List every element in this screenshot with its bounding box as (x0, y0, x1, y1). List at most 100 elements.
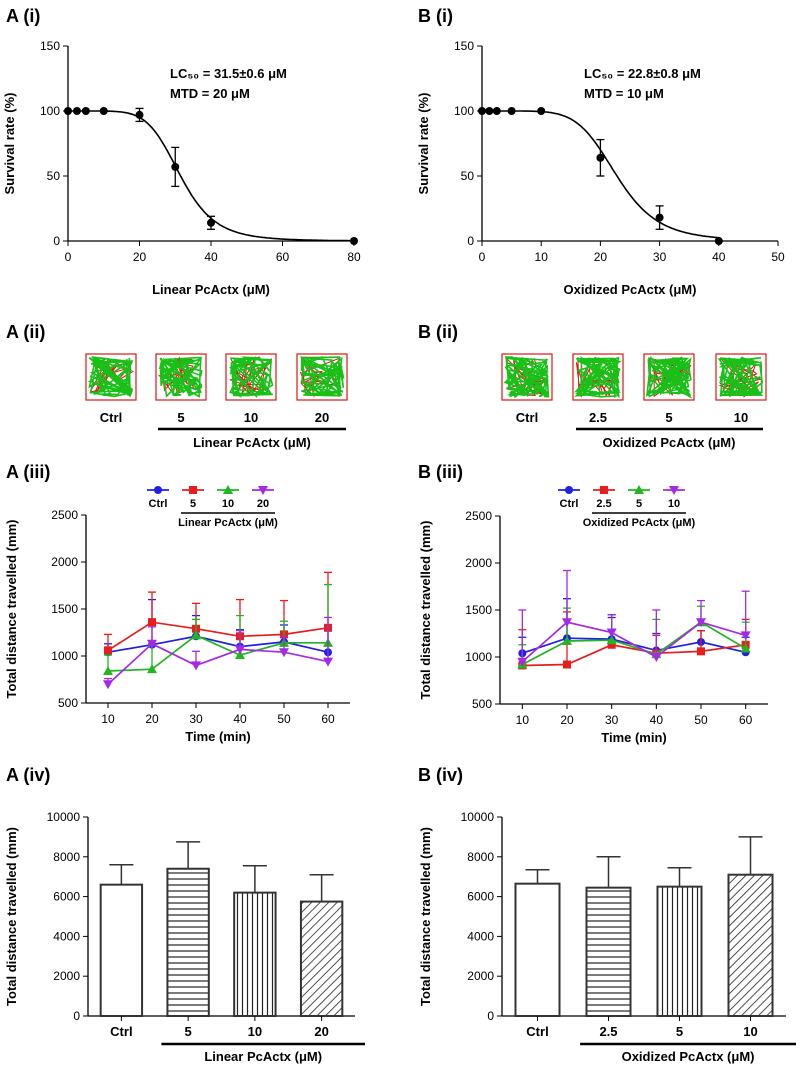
series-line (522, 643, 746, 667)
total-distance-bar-chart-linear: 0 2000 4000 6000 8000 10000 Total distance tra… (4, 810, 365, 1064)
legend-marker (634, 485, 644, 494)
data-point (696, 618, 706, 628)
x-axis-title: Linear PcActx (μM) (152, 282, 270, 297)
legend-group-label: Oxidized PcActx (μM) (583, 517, 696, 529)
panel-label-a-i: A (i) (6, 6, 40, 26)
track-label: 2.5 (589, 410, 607, 425)
legend-marker (223, 485, 233, 494)
bar-5 (656, 885, 703, 1018)
data-point (148, 618, 156, 627)
legend-marker (189, 486, 197, 494)
distance-time-chart-linear: 500 1000 1500 2000 2500 10 20 30 40 50 60 Time (min… (4, 485, 350, 744)
category-label: Ctrl (110, 1024, 132, 1039)
x-tick-label: 40 (650, 713, 664, 727)
data-point (147, 639, 157, 649)
y-tick-label: 0 (467, 234, 474, 248)
y-tick-label: 1000 (465, 650, 492, 664)
data-point (507, 107, 516, 115)
y-tick-label: 0 (53, 234, 60, 248)
panel-label-b-i: B (i) (418, 6, 453, 26)
x-tick-label: 20 (560, 713, 574, 727)
y-axis-title: Total distance travelled (mm) (418, 521, 433, 700)
y-tick-label: 4000 (467, 929, 494, 943)
series-line (107, 621, 329, 652)
x-tick-label: 30 (653, 250, 667, 264)
y-tick-label: 2000 (465, 556, 492, 570)
x-tick-label: 0 (479, 250, 486, 264)
x-tick-label: 80 (347, 250, 361, 264)
x-tick-label: 30 (189, 712, 203, 726)
data-point (606, 635, 617, 645)
x-tick-label: 20 (145, 712, 159, 726)
y-tick-label: 1000 (51, 649, 78, 663)
data-point (607, 640, 616, 649)
data-point (103, 680, 113, 690)
data-point (596, 153, 605, 162)
x-tick-label: 40 (712, 250, 726, 264)
group-label: Oxidized PcActx (μM) (622, 1049, 755, 1064)
x-tick-label: 20 (594, 250, 608, 264)
panel-label-b-ii: B (ii) (418, 322, 458, 342)
legend: Ctrl 5 10 20 Linear PcActx (μM) (147, 485, 278, 529)
y-tick-label: 6000 (467, 890, 494, 904)
data-point (235, 645, 245, 655)
legend-label: 10 (668, 498, 680, 510)
track-label: 5 (665, 410, 672, 425)
legend-marker (600, 486, 608, 494)
mtd-annotation: MTD = 20 μM (170, 86, 250, 101)
y-tick-label: 8000 (53, 850, 80, 864)
data-point (485, 107, 494, 115)
group-label: Linear PcActx (μM) (204, 1049, 322, 1064)
category-label: 10 (248, 1024, 262, 1039)
y-tick-label: 10000 (47, 810, 81, 824)
track-path-green (229, 356, 274, 398)
track-image-2.5 (572, 353, 624, 401)
x-tick-label: 0 (65, 250, 72, 264)
y-tick-label: 150 (40, 39, 60, 53)
track-label: 10 (734, 410, 748, 425)
data-point (537, 107, 546, 115)
data-point (606, 628, 617, 638)
y-tick-label: 0 (73, 1009, 80, 1023)
y-axis-title: Survival rate (%) (2, 93, 17, 195)
bar-Ctrl (514, 882, 561, 1017)
survival-chart-oxidized: 0 50 100 150 0 10 20 30 40 50 Oxidized PcActx (μM)… (416, 39, 785, 297)
y-tick-label: 500 (472, 697, 492, 711)
bar-20 (299, 900, 344, 1018)
legend-group-label: Linear PcActx (μM) (178, 517, 278, 529)
track-images-linear: Ctrl 5 10 20 Linear PcActx (μM) (85, 353, 348, 450)
data-point (655, 213, 664, 222)
data-point (135, 110, 144, 119)
series-2.5 (518, 611, 750, 670)
legend-label: Ctrl (560, 498, 579, 510)
legend-marker (565, 486, 573, 494)
data-point (81, 107, 90, 115)
data-point (563, 660, 571, 669)
x-axis-title: Oxidized PcActx (μM) (564, 282, 697, 297)
y-tick-label: 2000 (51, 555, 78, 569)
x-tick-label: 10 (516, 713, 530, 727)
data-point (478, 107, 486, 115)
track-path-green (158, 356, 203, 398)
x-tick-label: 10 (101, 712, 115, 726)
panel-label-a-iii: A (iii) (6, 462, 50, 482)
track-image-Ctrl (85, 353, 137, 401)
data-point (235, 650, 245, 660)
y-tick-label: 500 (58, 696, 78, 710)
y-axis-title: Total distance travelled (mm) (4, 520, 19, 699)
x-tick-label: 50 (277, 712, 291, 726)
series-line (521, 621, 747, 666)
group-label: Linear PcActx (μM) (193, 435, 311, 450)
y-tick-label: 150 (454, 39, 474, 53)
x-tick-label: 50 (771, 250, 785, 264)
series-line (107, 634, 328, 672)
track-path-green (503, 356, 550, 399)
category-label: Ctrl (526, 1024, 548, 1039)
track-image-10 (715, 353, 767, 401)
y-tick-label: 8000 (467, 850, 494, 864)
track-image-5 (155, 353, 207, 401)
track-path-green (645, 356, 692, 399)
survival-chart-linear: 0 50 100 150 0 20 40 60 80 Linear PcActx (μM) Surv… (2, 39, 361, 297)
x-axis-title: Time (min) (185, 729, 251, 744)
